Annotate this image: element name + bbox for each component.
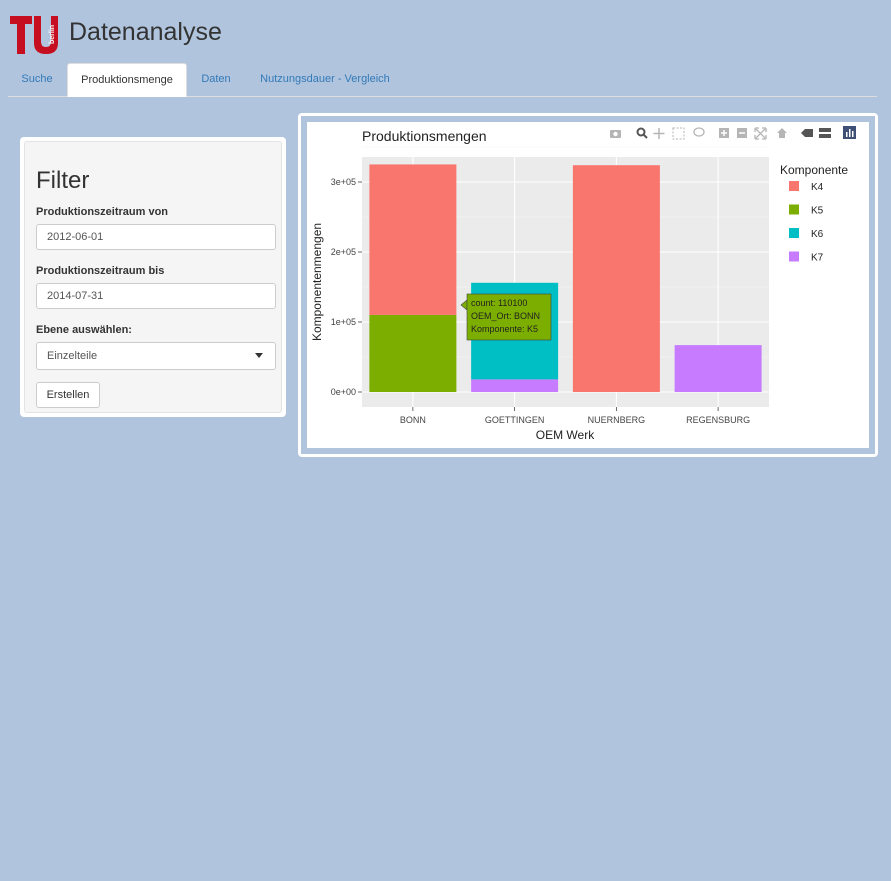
- from-date-label: Produktionszeitraum von: [36, 206, 169, 218]
- create-button[interactable]: Erstellen: [36, 382, 100, 408]
- tab-bar: Suche Produktionsmenge Daten Nutzungsdau…: [8, 63, 877, 97]
- bar-k7-regensburg[interactable]: [674, 345, 762, 392]
- modebar: [610, 126, 856, 140]
- production-chart[interactable]: Produktionsmengen 0e+00 1e+05 2e+05 3e+05 B…: [307, 122, 863, 442]
- filter-panel: Filter Produktionszeitraum von 2012-06-0…: [20, 137, 286, 417]
- legend-swatch-k4[interactable]: [789, 181, 799, 191]
- legend-title: Komponente: [780, 163, 848, 177]
- y-axis: 0e+00 1e+05 2e+05 3e+05: [331, 177, 362, 397]
- y-tick-label: 0e+00: [331, 387, 356, 397]
- zoom-in-icon[interactable]: [719, 128, 729, 138]
- tu-berlin-logo: berlin: [10, 16, 58, 54]
- bar-layer[interactable]: [369, 164, 762, 392]
- chevron-down-icon: [255, 353, 263, 358]
- tab-produktionsmenge[interactable]: Produktionsmenge: [67, 63, 187, 97]
- app-title: Datenanalyse: [69, 18, 222, 46]
- to-date-label: Produktionszeitraum bis: [36, 265, 165, 277]
- plotly-logo-icon[interactable]: [843, 126, 856, 139]
- tooltip-line: count: 110100: [471, 298, 527, 308]
- tab-suche[interactable]: Suche: [21, 73, 53, 85]
- from-date-input[interactable]: 2012-06-01: [36, 224, 276, 250]
- x-tick-label: BONN: [400, 415, 426, 425]
- autoscale-icon[interactable]: [754, 127, 767, 140]
- camera-icon[interactable]: [610, 130, 621, 138]
- tab-nutzungsdauer-vergleich[interactable]: Nutzungsdauer - Vergleich: [260, 73, 390, 85]
- x-tick-label: GOETTINGEN: [485, 415, 545, 425]
- plot-panel: Produktionsmengen 0e+00 1e+05 2e+05 3e+05 B…: [298, 113, 878, 457]
- bar-k4-bonn[interactable]: [369, 164, 457, 315]
- box-select-icon[interactable]: [672, 127, 685, 140]
- y-tick-label: 3e+05: [331, 177, 356, 187]
- bar-k7-goettingen[interactable]: [471, 379, 559, 392]
- chart-title: Produktionsmengen: [362, 128, 487, 144]
- tooltip-line: OEM_Ort: BONN: [471, 311, 540, 321]
- filter-title: Filter: [36, 167, 90, 194]
- legend-swatch-k5[interactable]: [789, 204, 799, 215]
- level-select[interactable]: Einzelteile: [36, 342, 276, 370]
- x-tick-label: REGENSBURG: [686, 415, 750, 425]
- bar-k4-nuernberg[interactable]: [572, 165, 660, 392]
- reset-axes-icon[interactable]: [777, 128, 787, 138]
- level-select-value: Einzelteile: [47, 350, 98, 362]
- legend-swatch-k6[interactable]: [789, 228, 799, 238]
- tooltip-line: Komponente: K5: [471, 324, 538, 334]
- lasso-select-icon[interactable]: [693, 127, 705, 137]
- y-tick-label: 1e+05: [331, 317, 356, 327]
- hover-tooltip: count: 110100 OEM_Ort: BONN Komponente: K5: [460, 293, 552, 341]
- legend-label-k5: K5: [811, 206, 824, 217]
- to-date-input[interactable]: 2014-07-31: [36, 283, 276, 309]
- bar-k5-bonn[interactable]: [369, 314, 457, 392]
- legend-swatch-k7[interactable]: [789, 251, 799, 262]
- tooltip-box: [466, 293, 552, 341]
- y-axis-title: Komponentenmengen: [310, 223, 324, 341]
- svg-text:berlin: berlin: [49, 25, 56, 44]
- legend-label-k6: K6: [811, 229, 824, 240]
- filter-well: Filter Produktionszeitraum von 2012-06-0…: [24, 141, 282, 413]
- x-axis-title: OEM Werk: [536, 428, 595, 442]
- level-select-label: Ebene auswählen:: [36, 324, 132, 336]
- pan-icon[interactable]: [653, 128, 665, 139]
- legend-label-k4: K4: [811, 182, 824, 193]
- compare-data-icon[interactable]: [819, 128, 831, 138]
- tab-daten[interactable]: Daten: [201, 73, 231, 85]
- plot-frame: Produktionsmengen 0e+00 1e+05 2e+05 3e+05 B…: [301, 116, 875, 454]
- spike-lines-icon[interactable]: [801, 129, 813, 137]
- y-tick-label: 2e+05: [331, 247, 356, 257]
- zoom-out-icon[interactable]: [737, 128, 747, 138]
- x-tick-label: NUERNBERG: [588, 415, 646, 425]
- x-axis: BONN GOETTINGEN NUERNBERG REGENSBURG: [400, 407, 750, 425]
- zoom-icon[interactable]: [636, 127, 648, 139]
- legend: Komponente K4 K5 K6 K7: [780, 163, 848, 264]
- legend-label-k7: K7: [811, 253, 824, 264]
